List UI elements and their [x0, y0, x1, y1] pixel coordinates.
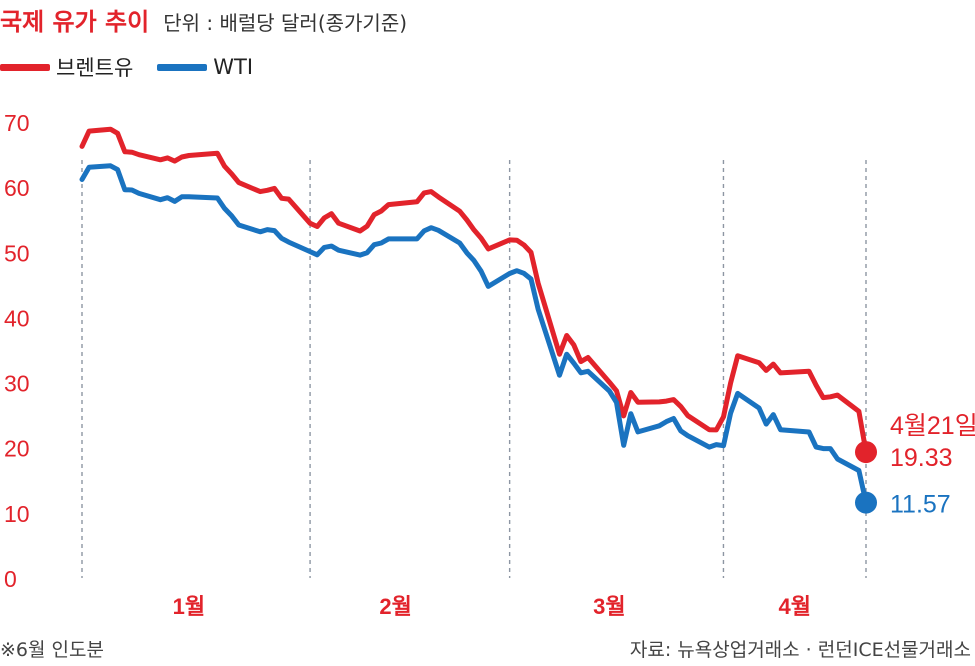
legend-item-brent: 브렌트유: [0, 52, 133, 82]
legend-swatch-wti: [157, 63, 208, 71]
end-marker-wti: [855, 491, 877, 514]
header: 국제 유가 추이 단위 : 배럴당 달러(종가기준): [0, 2, 407, 36]
chart-title: 국제 유가 추이: [0, 8, 150, 36]
month-label: 4월: [778, 594, 810, 619]
y-tick-label: 20: [4, 436, 30, 462]
month-label: 3월: [593, 594, 625, 619]
annotation-date: 4월21일: [890, 412, 975, 440]
legend: 브렌트유 WTI: [0, 52, 277, 82]
footnote: ※6월 인도분: [0, 639, 104, 661]
series-line-brent: [79, 126, 869, 455]
annotation-brent-value: 19.33: [890, 444, 953, 472]
series-line-wti: [79, 163, 869, 506]
legend-swatch-brent: [0, 63, 50, 71]
y-tick-label: 50: [4, 240, 30, 266]
y-tick-label: 70: [4, 110, 30, 136]
legend-item-wti: WTI: [157, 55, 253, 79]
annotation-wti-value: 11.57: [890, 491, 951, 519]
unit-label: 단위 : 배럴당 달러(종가기준): [163, 11, 408, 35]
month-label: 2월: [379, 594, 411, 619]
y-tick-label: 60: [4, 175, 30, 201]
y-tick-label: 10: [4, 501, 30, 527]
legend-label-wti: WTI: [213, 55, 254, 79]
y-tick-label: 30: [4, 371, 30, 397]
y-tick-label: 40: [4, 305, 30, 331]
source-credit: 자료: 뉴욕상업거래소 · 런던ICE선물거래소: [629, 639, 971, 661]
month-label: 1월: [173, 594, 205, 619]
end-marker-brent: [855, 441, 877, 464]
legend-label-brent: 브렌트유: [56, 56, 134, 80]
y-tick-label: 0: [4, 566, 17, 592]
